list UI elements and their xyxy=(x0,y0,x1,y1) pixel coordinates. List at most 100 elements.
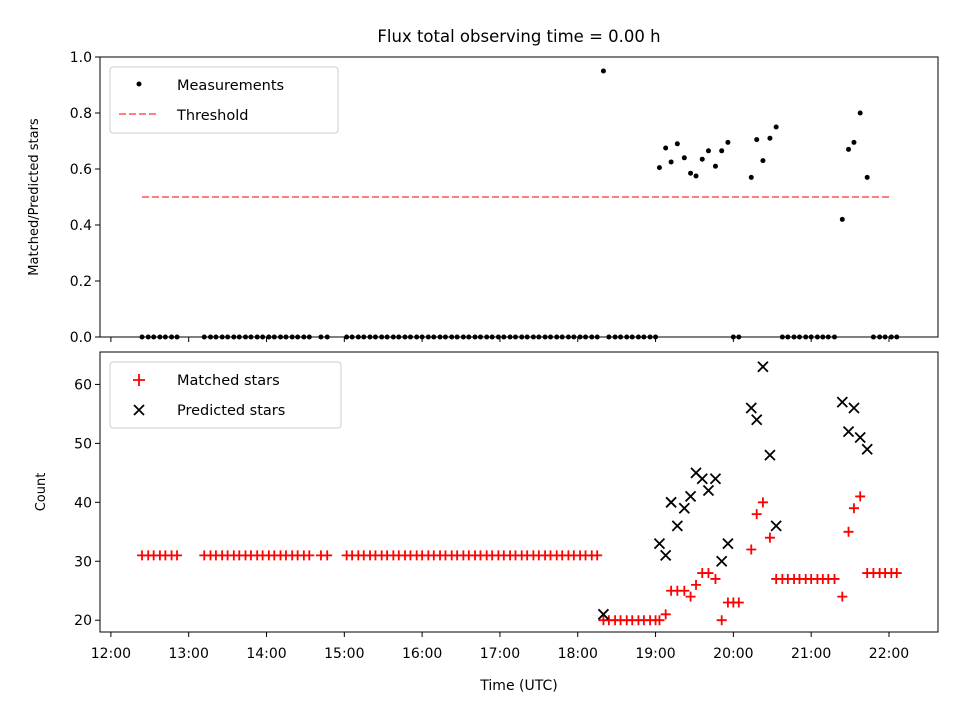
matched-star-point xyxy=(172,550,183,561)
matched-star-point xyxy=(843,526,854,537)
top-panel: 0.0 0.2 0.4 0.6 0.8 1.0 Matched/Predicted sta… xyxy=(27,50,939,346)
predicted-star-point xyxy=(671,520,683,532)
matched-stars-series xyxy=(137,491,902,626)
matched-star-point xyxy=(716,615,727,626)
matched-star-point xyxy=(685,591,696,602)
top-y-axis-label: Matched/Predicted stars xyxy=(27,118,42,276)
matched-star-point xyxy=(304,550,315,561)
bottom-y-tick-label: 50 xyxy=(74,436,92,452)
predicted-star-point xyxy=(861,443,873,455)
matched-star-point xyxy=(829,573,840,584)
measurement-point xyxy=(864,174,870,180)
bottom-x-axis-label: Time (UTC) xyxy=(479,678,557,694)
predicted-stars-series xyxy=(597,361,873,620)
legend-measurements-marker xyxy=(136,81,142,87)
predicted-star-point xyxy=(770,520,782,532)
measurement-point xyxy=(719,148,725,154)
top-y-tick-label: 0.4 xyxy=(70,218,92,234)
predicted-star-point xyxy=(854,431,866,444)
legend-measurements-label: Measurements xyxy=(177,78,284,94)
bottom-y-tick-label: 30 xyxy=(74,554,92,570)
bottom-x-tick-label: 17:00 xyxy=(480,646,520,662)
predicted-star-point xyxy=(836,396,848,408)
measurement-point xyxy=(699,156,705,162)
matched-star-point xyxy=(703,568,714,579)
bottom-x-tick-label: 20:00 xyxy=(713,646,753,662)
top-legend: Measurements Threshold xyxy=(109,66,339,134)
matched-star-point xyxy=(751,509,762,520)
measurement-point xyxy=(688,170,694,176)
matched-star-point xyxy=(660,609,671,620)
predicted-star-point xyxy=(842,425,855,438)
predicted-star-point xyxy=(696,473,708,485)
predicted-star-point xyxy=(722,537,734,550)
legend-predicted-marker xyxy=(133,404,145,416)
matched-star-point xyxy=(855,491,866,502)
legend-matched-label: Matched stars xyxy=(177,373,280,389)
bottom-axis-ticks: 20 30 40 50 60 12:00 13:00 14:00 15:00 16:00 17:00… xyxy=(74,377,909,662)
measurement-point xyxy=(681,155,687,161)
bottom-x-tick-label: 15:00 xyxy=(324,646,364,662)
matched-star-point xyxy=(733,597,744,608)
bottom-x-tick-label: 12:00 xyxy=(91,646,131,662)
matched-star-point xyxy=(322,550,333,561)
predicted-star-point xyxy=(757,361,769,373)
bottom-legend: Matched stars Predicted stars xyxy=(109,361,342,429)
predicted-star-point xyxy=(684,490,697,503)
bottom-legend-box xyxy=(109,361,342,429)
matched-star-point xyxy=(710,573,721,584)
matched-star-point xyxy=(837,591,848,602)
measurement-point xyxy=(712,163,718,169)
matched-star-point xyxy=(592,550,603,561)
bottom-y-tick-label: 60 xyxy=(74,377,92,393)
measurement-point xyxy=(857,110,863,116)
top-axis-ticks: 0.0 0.2 0.4 0.6 0.8 1.0 xyxy=(70,50,890,346)
predicted-star-point xyxy=(678,502,690,514)
measurement-point xyxy=(851,139,857,145)
measurement-point xyxy=(600,68,606,74)
top-y-tick-label: 0.0 xyxy=(70,330,92,346)
predicted-star-point xyxy=(597,608,610,620)
legend-matched-marker xyxy=(133,374,145,386)
matched-star-point xyxy=(764,532,775,543)
matched-star-point xyxy=(848,503,859,514)
measurement-point xyxy=(656,165,662,171)
predicted-star-point xyxy=(751,414,763,426)
matched-star-point xyxy=(691,579,702,590)
predicted-star-point xyxy=(716,555,728,567)
bottom-y-tick-label: 20 xyxy=(74,613,92,629)
matched-star-point xyxy=(679,585,690,596)
predicted-star-point xyxy=(745,402,757,414)
matched-star-point xyxy=(746,544,757,555)
top-y-tick-label: 0.6 xyxy=(70,162,92,178)
top-y-tick-label: 0.8 xyxy=(70,106,92,122)
bottom-y-tick-label: 40 xyxy=(74,495,92,511)
top-plot-frame xyxy=(99,56,939,338)
measurement-point xyxy=(693,173,699,179)
measurement-point xyxy=(668,159,674,165)
bottom-x-tick-label: 18:00 xyxy=(558,646,598,662)
top-legend-box xyxy=(109,66,339,134)
measurement-point xyxy=(839,216,845,222)
bottom-x-tick-label: 14:00 xyxy=(246,646,286,662)
measurement-point xyxy=(754,137,760,143)
bottom-x-tick-label: 16:00 xyxy=(402,646,442,662)
legend-predicted-label: Predicted stars xyxy=(177,403,285,419)
predicted-star-point xyxy=(702,484,715,497)
measurement-point xyxy=(663,145,669,151)
bottom-plot-frame xyxy=(99,351,939,633)
measurement-point xyxy=(705,148,711,154)
predicted-star-point xyxy=(660,549,672,562)
matched-star-point xyxy=(891,568,902,579)
measurement-point xyxy=(748,174,754,180)
bottom-y-axis-label: Count xyxy=(34,473,49,512)
legend-threshold-label: Threshold xyxy=(176,108,248,124)
predicted-star-point xyxy=(764,449,776,461)
predicted-star-point xyxy=(848,402,860,414)
bottom-panel: 20 30 40 50 60 12:00 13:00 14:00 15:00 16:00 17:00… xyxy=(34,351,939,694)
figure-title: Flux total observing time = 0.00 h xyxy=(377,27,660,46)
measurement-point xyxy=(674,141,680,147)
bottom-x-tick-label: 19:00 xyxy=(635,646,675,662)
measurement-point xyxy=(760,158,766,164)
